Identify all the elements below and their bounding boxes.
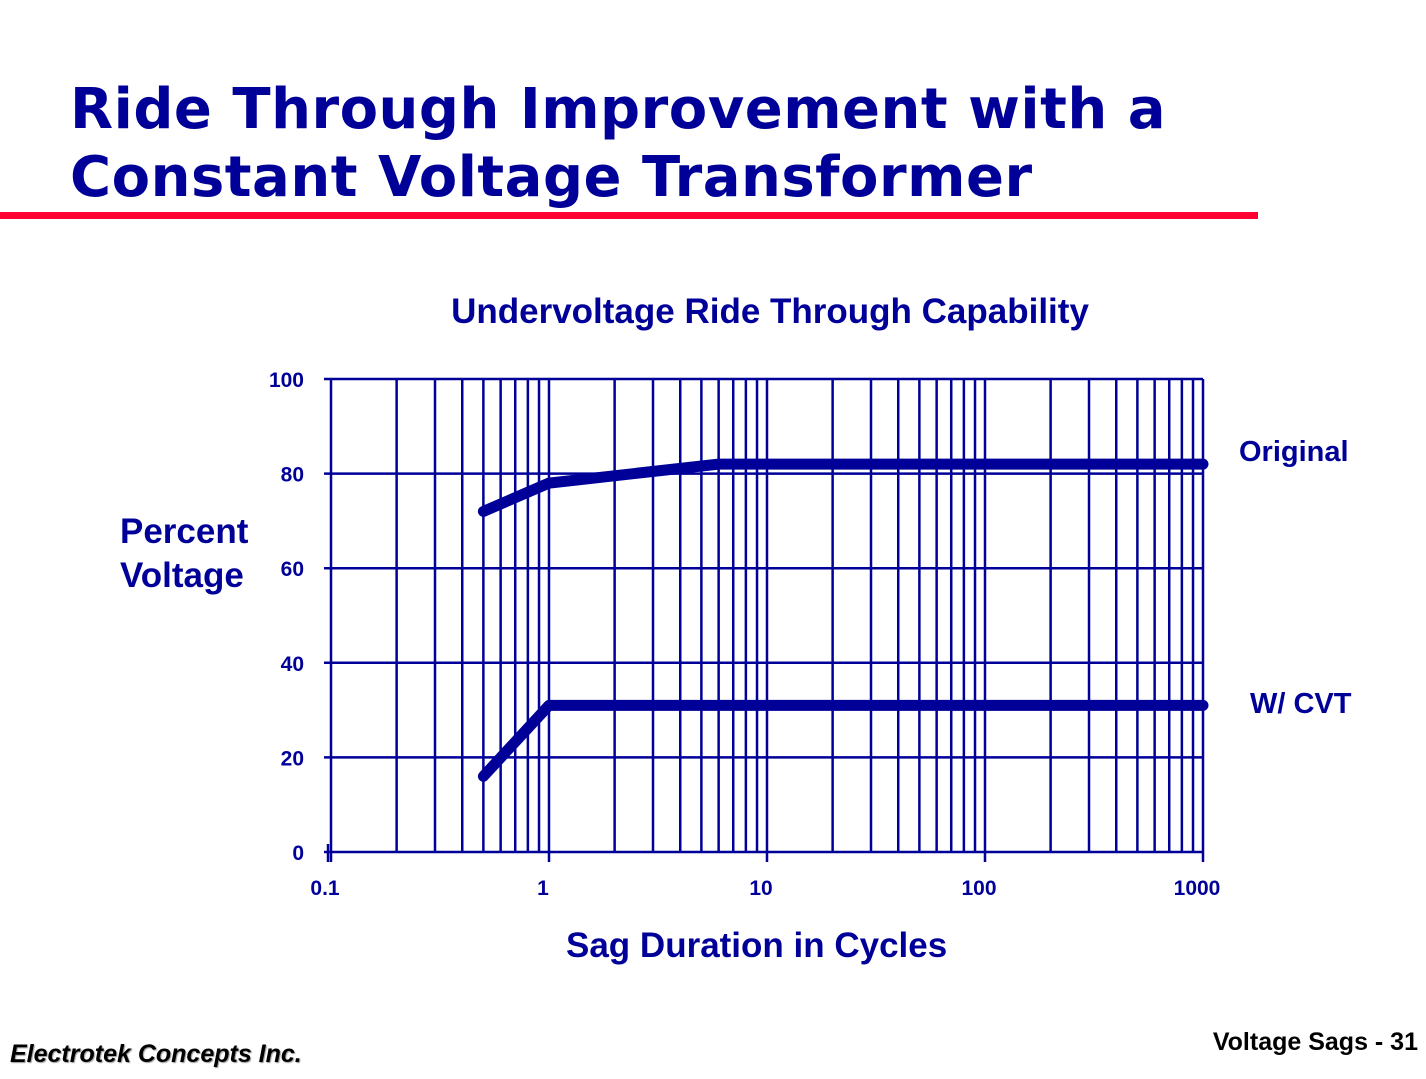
- y-axis-label-line-2: Voltage: [120, 556, 244, 595]
- chart-title: Undervoltage Ride Through Capability: [451, 292, 1089, 331]
- y-tick-label: 40: [281, 653, 304, 676]
- series-original-line: [477, 458, 1209, 517]
- y-tick-label: 20: [281, 747, 304, 770]
- y-axis-label-line-1: Percent: [120, 512, 249, 551]
- legend-original: Original: [1239, 436, 1349, 468]
- slide-title-line-1: Ride Through Improvement with a: [70, 77, 1167, 142]
- title-divider: [0, 212, 1258, 219]
- x-tick-label: 1000: [1174, 877, 1221, 900]
- series-cvt-line: [477, 699, 1209, 782]
- x-tick-label: 10: [749, 877, 772, 900]
- company-footer: Electrotek Concepts Inc.: [10, 1040, 302, 1068]
- slide-title-line-2: Constant Voltage Transformer: [70, 145, 1033, 210]
- x-axis-label: Sag Duration in Cycles: [566, 926, 948, 965]
- y-tick-label: 100: [269, 369, 304, 392]
- x-tick-label: 1: [537, 877, 549, 900]
- y-tick-label: 60: [281, 558, 304, 581]
- slide-title: Ride Through Improvement with a Constant…: [70, 76, 1166, 212]
- legend-with-cvt: W/ CVT: [1250, 688, 1352, 720]
- y-tick-label: 0: [292, 842, 304, 865]
- y-axis-label: Percent Voltage: [120, 510, 248, 598]
- x-tick-label: 100: [961, 877, 996, 900]
- x-tick-label: 0.1: [310, 877, 340, 900]
- y-tick-label: 80: [281, 464, 304, 487]
- page-number: Voltage Sags - 31: [1212, 1028, 1418, 1056]
